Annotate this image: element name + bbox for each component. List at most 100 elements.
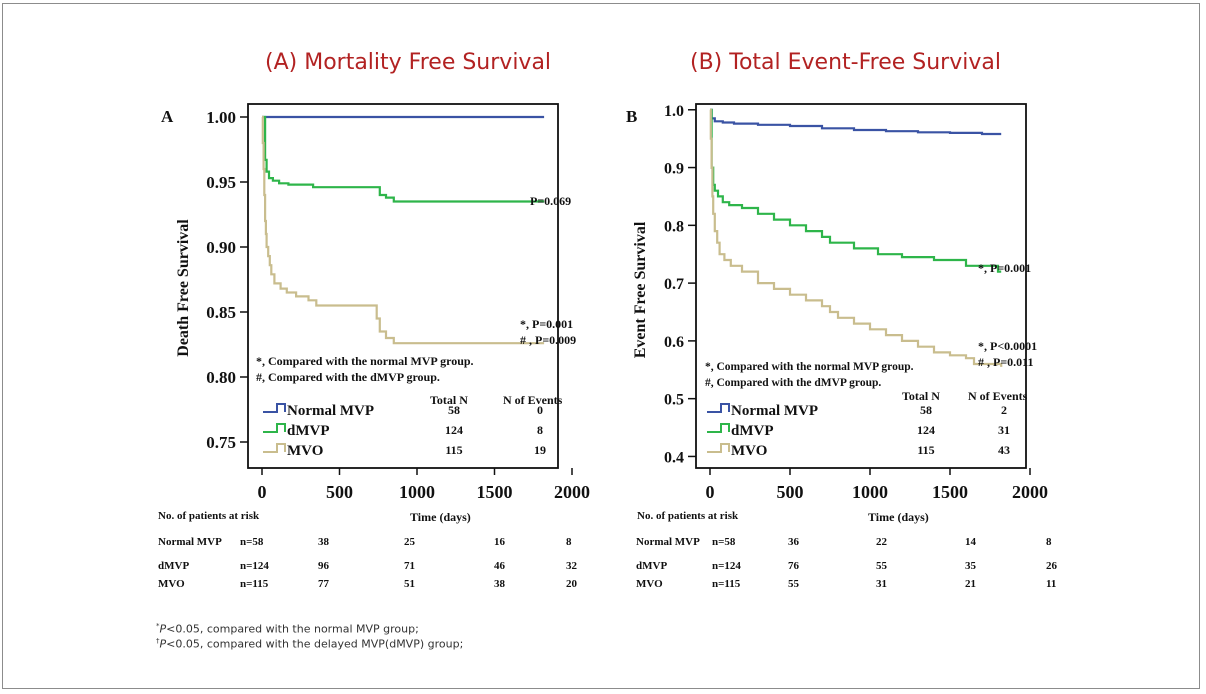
panel-a-ytick-label: 0.85 bbox=[206, 303, 236, 322]
panel-a-yticks: 0.75 0.80 0.85 0.90 0.95 1.00 bbox=[206, 108, 248, 452]
panel-a-legend: Normal MVP 58 0 dMVP 124 8 MVO 115 19 bbox=[263, 403, 546, 459]
panel-b-plot-frame bbox=[695, 103, 1027, 469]
panel-a-legend-label: Normal MVP bbox=[287, 403, 374, 419]
panel-b-lines bbox=[709, 108, 1003, 367]
panel-b-legend-swatch bbox=[707, 403, 730, 413]
panel-b-ytick-label: 0.8 bbox=[664, 218, 684, 235]
panel-a-ytick-label: 0.75 bbox=[206, 433, 236, 452]
panel-a-note-2: #, Compared with the dMVP group. bbox=[256, 370, 440, 384]
panel-b-title: (B) Total Event-Free Survival bbox=[690, 50, 1001, 75]
panel-a-note-1: *, Compared with the normal MVP group. bbox=[256, 354, 474, 368]
footnote-1: *P<0.05, compared with the normal MVP gr… bbox=[156, 622, 419, 636]
panel-b-yticks: 0.4 0.5 0.6 0.7 0.8 0.9 1.0 bbox=[664, 103, 696, 466]
panel-a-xticks: 0 500 1000 1500 2000 bbox=[258, 468, 590, 502]
panel-a-plot-frame bbox=[247, 103, 559, 469]
footnote-2: †P<0.05, compared with the delayed MVP(d… bbox=[156, 637, 463, 651]
panel-a-risk-value: 46 bbox=[494, 560, 505, 572]
panel-a-legend-col-total: Total N bbox=[430, 393, 468, 407]
panel-b-letter: B bbox=[626, 107, 637, 126]
panel-b-ytick-label: 0.4 bbox=[664, 449, 684, 466]
panel-b-legend-events: 31 bbox=[998, 423, 1010, 437]
footnote-text: <0.05, compared with the normal MVP grou… bbox=[166, 622, 419, 636]
panel-a-xlabel: Time (days) bbox=[410, 510, 471, 524]
panel-a-risk-value: 32 bbox=[566, 560, 577, 572]
panel-b-note-2: #, Compared with the dMVP group. bbox=[705, 377, 881, 389]
panel-b-risk-value: 31 bbox=[876, 578, 887, 590]
panel-a-letter: A bbox=[161, 107, 174, 126]
panel-a-risk-n: n=124 bbox=[240, 560, 269, 572]
panel-b-xtick-label: 2000 bbox=[1012, 482, 1048, 502]
panel-a-risk-value: 38 bbox=[318, 536, 329, 548]
panel-a-ytick-label: 1.00 bbox=[206, 108, 236, 127]
panel-b-ytick-label: 0.6 bbox=[664, 334, 684, 351]
panel-b-p-mvo-1: *, P<0.0001 bbox=[978, 339, 1037, 353]
panel-b-xlabel: Time (days) bbox=[868, 510, 929, 524]
panel-a-legend-events: 8 bbox=[537, 423, 543, 437]
panel-a-risk-value: 71 bbox=[404, 560, 415, 572]
footnote-italic: P bbox=[159, 637, 167, 651]
panel-b-risk-value: 36 bbox=[788, 536, 799, 548]
panel-a-line-mvo bbox=[261, 115, 545, 345]
panel-b-risk-n: n=58 bbox=[712, 536, 736, 548]
panel-a-ytick-label: 0.95 bbox=[206, 173, 236, 192]
panel-b-legend-label: Normal MVP bbox=[731, 403, 818, 419]
panel-b-legend-total: 58 bbox=[920, 403, 932, 417]
panel-b-ylabel: Event Free Survival bbox=[632, 221, 649, 358]
panel-b-legend-events: 2 bbox=[1001, 403, 1007, 417]
panel-a-xtick-label: 0 bbox=[258, 482, 267, 502]
panel-b-legend-total: 115 bbox=[917, 443, 934, 457]
panel-a-risk-n: n=58 bbox=[240, 536, 264, 548]
panel-b-xticks: 0 500 1000 1500 2000 bbox=[706, 468, 1048, 502]
panel-a-p-dmvp: P=0.069 bbox=[530, 194, 571, 208]
panel-b-ytick-label: 1.0 bbox=[664, 103, 684, 120]
panel-a: A Death Free Survival 0.750.800.850.900.… bbox=[161, 103, 590, 502]
panel-b-risk-value: 22 bbox=[876, 536, 887, 548]
panel-b-legend-swatch bbox=[707, 423, 730, 433]
footnote-mark: * bbox=[156, 622, 160, 630]
panel-b-line-mvo bbox=[709, 108, 1003, 367]
panel-a-legend-swatch bbox=[263, 423, 286, 433]
panel-b-ytick-label: 0.7 bbox=[664, 276, 684, 293]
panel-b-xtick-label: 0 bbox=[706, 482, 715, 502]
panel-a-line-dmvp bbox=[262, 115, 545, 203]
panel-b-legend-label: dMVP bbox=[731, 423, 774, 439]
panel-a-p-mvo-1: *, P=0.001 bbox=[520, 317, 573, 331]
panel-a-legend-col-events: N of Events bbox=[503, 393, 563, 407]
panel-b-legend-col-events: N of Events bbox=[968, 389, 1028, 403]
panel-b-risk-value: 21 bbox=[965, 578, 976, 590]
panel-b-risk-value: 55 bbox=[788, 578, 799, 590]
panel-b-risk-value: 55 bbox=[876, 560, 887, 572]
footnote-mark: † bbox=[156, 637, 160, 645]
panel-b: B Event Free Survival 0.4 0.5 0.6 0.7 0.8 0.9… bbox=[626, 103, 1048, 502]
panel-a-risk-value: 38 bbox=[494, 578, 505, 590]
panel-b-legend: Normal MVP 58 2 dMVP 124 31 MVO 115 43 bbox=[707, 403, 1010, 459]
panel-a-ytick-label: 0.90 bbox=[206, 238, 236, 257]
panel-b-risk-n: n=115 bbox=[712, 578, 741, 590]
panel-a-risk-value: 20 bbox=[566, 578, 577, 590]
panel-b-xtick-label: 500 bbox=[777, 482, 804, 502]
panel-b-risk-title: No. of patients at risk bbox=[637, 510, 739, 522]
panel-a-xtick-label: 1000 bbox=[399, 482, 435, 502]
panel-b-risk-value: 11 bbox=[1046, 578, 1057, 590]
panel-a-risk-value: 96 bbox=[318, 560, 329, 572]
panel-a-legend-swatch bbox=[263, 443, 286, 453]
panel-a-xtick-label: 500 bbox=[326, 482, 353, 502]
panel-b-legend-swatch bbox=[707, 443, 730, 453]
panel-b-risk-n: n=124 bbox=[712, 560, 741, 572]
panel-b-risk-value: 8 bbox=[1046, 536, 1052, 548]
panel-b-legend-col-total: Total N bbox=[902, 389, 940, 403]
panel-b-risk-label: Normal MVP bbox=[636, 536, 700, 548]
panel-a-risk-value: 25 bbox=[404, 536, 415, 548]
panel-b-risk-value: 14 bbox=[965, 536, 976, 548]
panel-a-p-mvo-2: # , P=0.009 bbox=[520, 333, 576, 347]
panel-a-risk-value: 16 bbox=[494, 536, 505, 548]
panel-b-risk-value: 26 bbox=[1046, 560, 1057, 572]
panel-a-xtick-label: 2000 bbox=[554, 482, 590, 502]
panel-b-risk-label: MVO bbox=[636, 578, 663, 590]
panel-a-ylabel: Death Free Survival bbox=[175, 219, 192, 357]
panel-b-risk-value: 76 bbox=[788, 560, 799, 572]
figure-frame bbox=[2, 3, 1200, 689]
panel-b-risk-label: dMVP bbox=[636, 560, 668, 572]
panel-a-xtick-label: 1500 bbox=[477, 482, 513, 502]
